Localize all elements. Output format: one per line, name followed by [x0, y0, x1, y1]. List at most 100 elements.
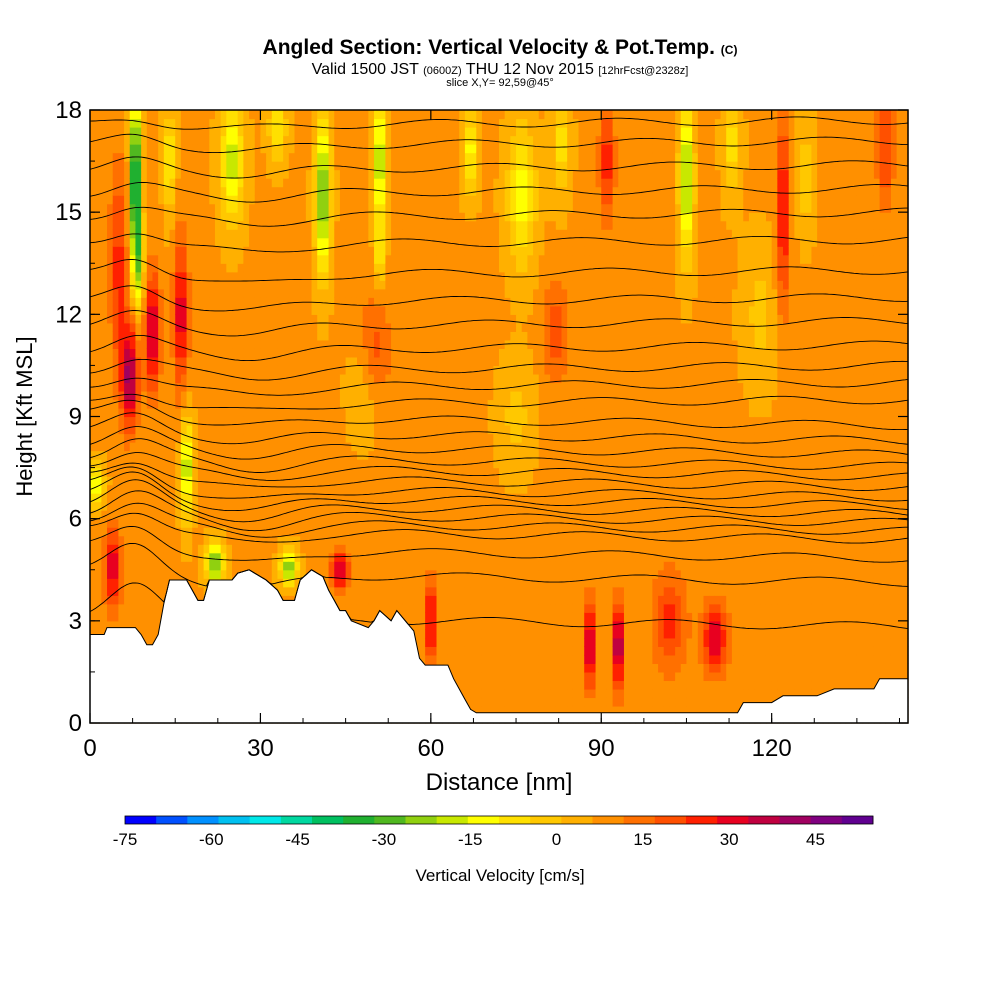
- velocity-cell: [237, 459, 244, 469]
- velocity-cell: [90, 578, 97, 588]
- velocity-cell: [459, 510, 466, 520]
- velocity-cell: [311, 110, 318, 120]
- velocity-cell: [311, 127, 318, 137]
- velocity-cell: [288, 493, 296, 503]
- velocity-cell: [334, 433, 341, 443]
- velocity-cell: [180, 373, 188, 384]
- velocity-cell: [197, 212, 205, 222]
- velocity-cell: [408, 263, 415, 273]
- velocity-cell: [305, 348, 313, 358]
- velocity-cell: [311, 510, 318, 520]
- velocity-cell: [152, 586, 159, 596]
- velocity-cell: [152, 569, 159, 579]
- velocity-cell: [169, 348, 176, 358]
- velocity-cell: [413, 288, 421, 298]
- velocity-cell: [124, 501, 131, 511]
- velocity-cell: [254, 229, 262, 239]
- velocity-cell: [351, 450, 358, 460]
- velocity-cell: [413, 510, 421, 520]
- velocity-cell: [220, 110, 227, 120]
- velocity-cell: [277, 476, 284, 486]
- velocity-cell: [442, 586, 449, 596]
- velocity-cell: [169, 322, 176, 332]
- velocity-cell: [112, 246, 119, 256]
- velocity-cell: [186, 118, 193, 128]
- velocity-cell: [447, 399, 455, 409]
- velocity-cell: [345, 493, 352, 503]
- velocity-cell: [118, 467, 125, 477]
- velocity-cell: [356, 152, 364, 162]
- velocity-cell: [163, 552, 171, 562]
- velocity-cell: [419, 203, 426, 213]
- velocity-cell: [436, 654, 443, 664]
- velocity-cell: [447, 612, 455, 622]
- velocity-cell: [107, 518, 114, 528]
- velocity-cell: [459, 484, 466, 494]
- velocity-cell: [334, 407, 341, 418]
- velocity-cell: [203, 407, 210, 418]
- velocity-cell: [339, 603, 347, 613]
- velocity-cell: [300, 152, 307, 162]
- velocity-cell: [129, 552, 137, 562]
- velocity-cell: [175, 161, 182, 171]
- velocity-cell: [192, 586, 199, 596]
- velocity-cell: [209, 365, 216, 375]
- velocity-cell: [470, 637, 477, 647]
- velocity-cell: [356, 288, 364, 298]
- velocity-cell: [192, 348, 199, 358]
- velocity-cell: [345, 220, 352, 230]
- velocity-cell: [169, 135, 176, 145]
- velocity-cell: [453, 152, 460, 162]
- velocity-cell: [175, 476, 182, 486]
- velocity-cell: [146, 280, 154, 290]
- velocity-cell: [169, 178, 176, 188]
- velocity-cell: [232, 280, 239, 290]
- velocity-cell: [203, 314, 210, 324]
- velocity-cell: [391, 161, 398, 171]
- velocity-cell: [260, 212, 267, 222]
- velocity-cell: [277, 425, 284, 435]
- velocity-cell: [317, 135, 324, 145]
- velocity-cell: [391, 254, 398, 264]
- velocity-cell: [430, 169, 438, 179]
- velocity-cell: [203, 535, 210, 545]
- velocity-cell: [277, 433, 284, 443]
- velocity-cell: [107, 407, 114, 418]
- velocity-cell: [163, 110, 171, 120]
- velocity-cell: [266, 178, 273, 188]
- velocity-cell: [141, 280, 148, 290]
- velocity-cell: [152, 144, 159, 154]
- subtitle-date: THU 12 Nov 2015: [465, 61, 594, 78]
- velocity-cell: [180, 271, 188, 281]
- velocity-cell: [408, 288, 415, 298]
- velocity-cell: [425, 373, 432, 384]
- velocity-cell: [305, 425, 313, 435]
- velocity-cell: [95, 629, 102, 639]
- velocity-cell: [305, 288, 313, 298]
- velocity-cell: [226, 169, 233, 179]
- velocity-cell: [209, 356, 216, 367]
- velocity-cell: [334, 356, 341, 367]
- velocity-cell: [328, 127, 335, 137]
- velocity-cell: [305, 254, 313, 264]
- velocity-cell: [254, 527, 262, 537]
- velocity-cell: [442, 501, 449, 511]
- velocity-cell: [209, 407, 216, 418]
- velocity-cell: [436, 586, 443, 596]
- velocity-cell: [476, 305, 483, 315]
- velocity-cell: [101, 527, 108, 537]
- velocity-cell: [220, 314, 227, 324]
- velocity-cell: [419, 586, 426, 596]
- velocity-cell: [300, 169, 307, 179]
- velocity-cell: [135, 348, 142, 358]
- velocity-cell: [425, 246, 432, 256]
- velocity-cell: [351, 186, 358, 196]
- velocity-cell: [334, 373, 341, 384]
- velocity-cell: [447, 127, 455, 137]
- velocity-cell: [311, 476, 318, 486]
- velocity-cell: [345, 467, 352, 477]
- velocity-cell: [209, 450, 216, 460]
- velocity-cell: [317, 339, 324, 349]
- velocity-cell: [243, 212, 250, 222]
- velocity-cell: [356, 365, 364, 375]
